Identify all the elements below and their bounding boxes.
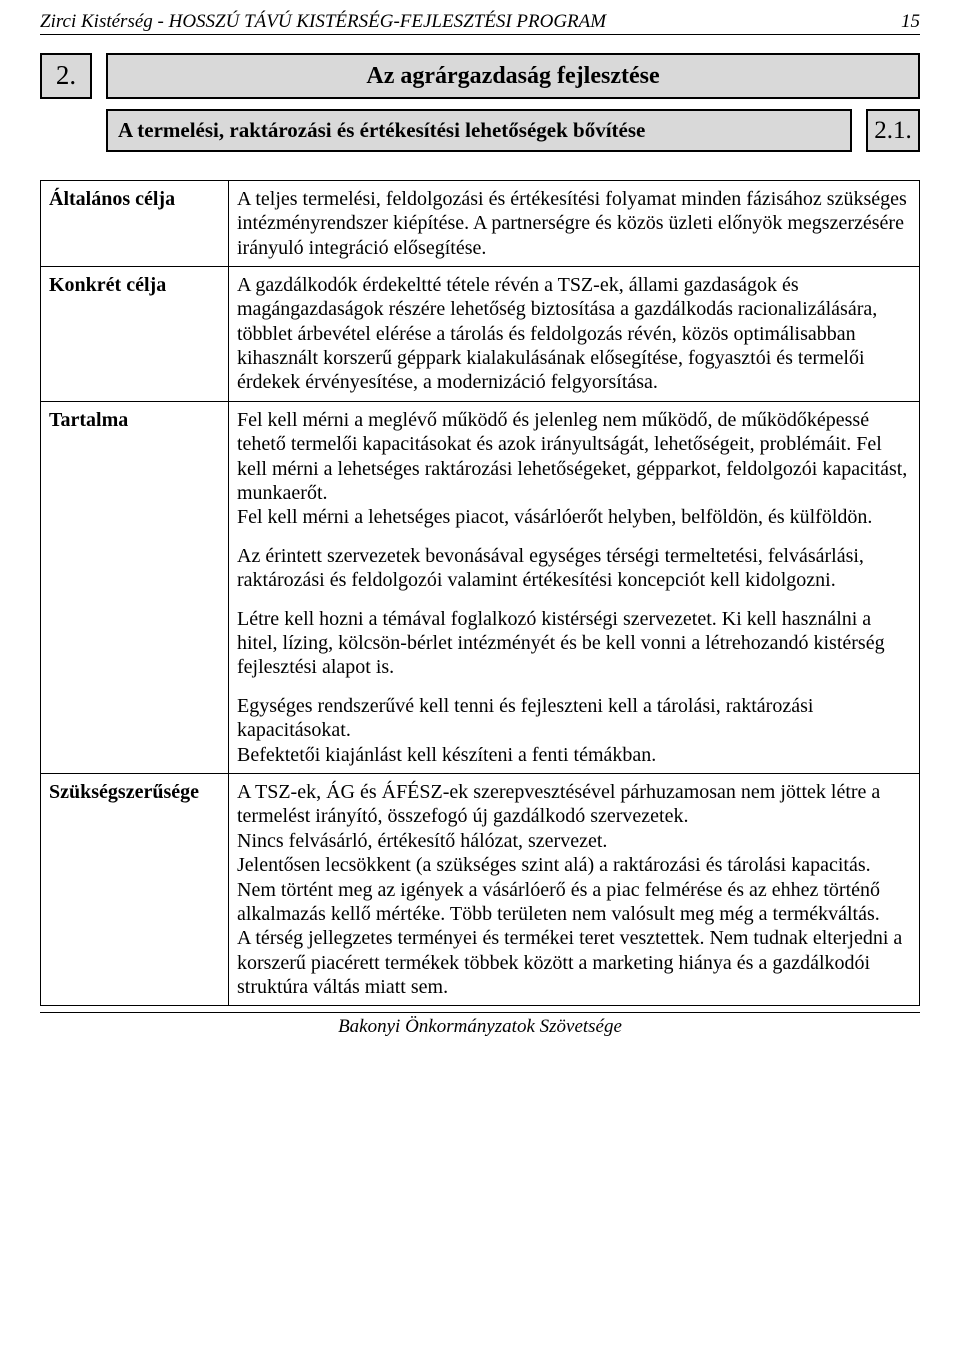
subsection-title-box: A termelési, raktározási és értékesítési… (106, 109, 852, 152)
page-body: 2. Az agrárgazdaság fejlesztése A termel… (0, 53, 960, 1007)
subsection-number: 2.1. (874, 115, 912, 146)
footer-text: Bakonyi Önkormányzatok Szövetsége (338, 1016, 622, 1037)
page-number: 15 (901, 10, 920, 34)
row-text-tartalma: Fel kell mérni a meglévő működő és jelen… (229, 401, 920, 773)
table-row: Tartalma Fel kell mérni a meglévő működő… (41, 401, 920, 773)
table-row: Általános célja A teljes termelési, feld… (41, 180, 920, 266)
row-text-konkret: A gazdálkodók érdekeltté tétele révén a … (229, 266, 920, 401)
content-table: Általános célja A teljes termelési, feld… (40, 180, 920, 1007)
row-label-szukseg: Szükségszerűsége (41, 773, 229, 1006)
tartalma-p4: Egységes rendszerűvé kell tenni és fejle… (237, 694, 911, 767)
page-footer: Bakonyi Önkormányzatok Szövetsége (40, 1012, 920, 1039)
section-title-row: 2. Az agrárgazdaság fejlesztése (40, 53, 920, 99)
section-number: 2. (56, 59, 76, 93)
row-label-altalanos: Általános célja (41, 180, 229, 266)
section-number-box: 2. (40, 53, 92, 99)
row-text-szukseg: A TSZ-ek, ÁG és ÁFÉSZ-ek szerepvesztésév… (229, 773, 920, 1006)
tartalma-p1: Fel kell mérni a meglévő működő és jelen… (237, 408, 911, 530)
subsection-title: A termelési, raktározási és értékesítési… (118, 117, 645, 143)
row-label-konkret: Konkrét célja (41, 266, 229, 401)
table-row: Konkrét célja A gazdálkodók érdekeltté t… (41, 266, 920, 401)
header-title: Zirci Kistérség - HOSSZÚ TÁVÚ KISTÉRSÉG-… (40, 10, 606, 34)
table-row: Szükségszerűsége A TSZ-ek, ÁG és ÁFÉSZ-e… (41, 773, 920, 1006)
tartalma-p2: Az érintett szervezetek bevonásával egys… (237, 544, 911, 593)
row-text-altalanos: A teljes termelési, feldolgozási és érté… (229, 180, 920, 266)
row-label-tartalma: Tartalma (41, 401, 229, 773)
page-header: Zirci Kistérség - HOSSZÚ TÁVÚ KISTÉRSÉG-… (40, 0, 920, 35)
section-title: Az agrárgazdaság fejlesztése (366, 61, 659, 91)
subsection-number-box: 2.1. (866, 109, 920, 152)
tartalma-p3: Létre kell hozni a témával foglalkozó ki… (237, 607, 911, 680)
section-title-box: Az agrárgazdaság fejlesztése (106, 53, 920, 99)
subsection-row: A termelési, raktározási és értékesítési… (106, 109, 920, 152)
